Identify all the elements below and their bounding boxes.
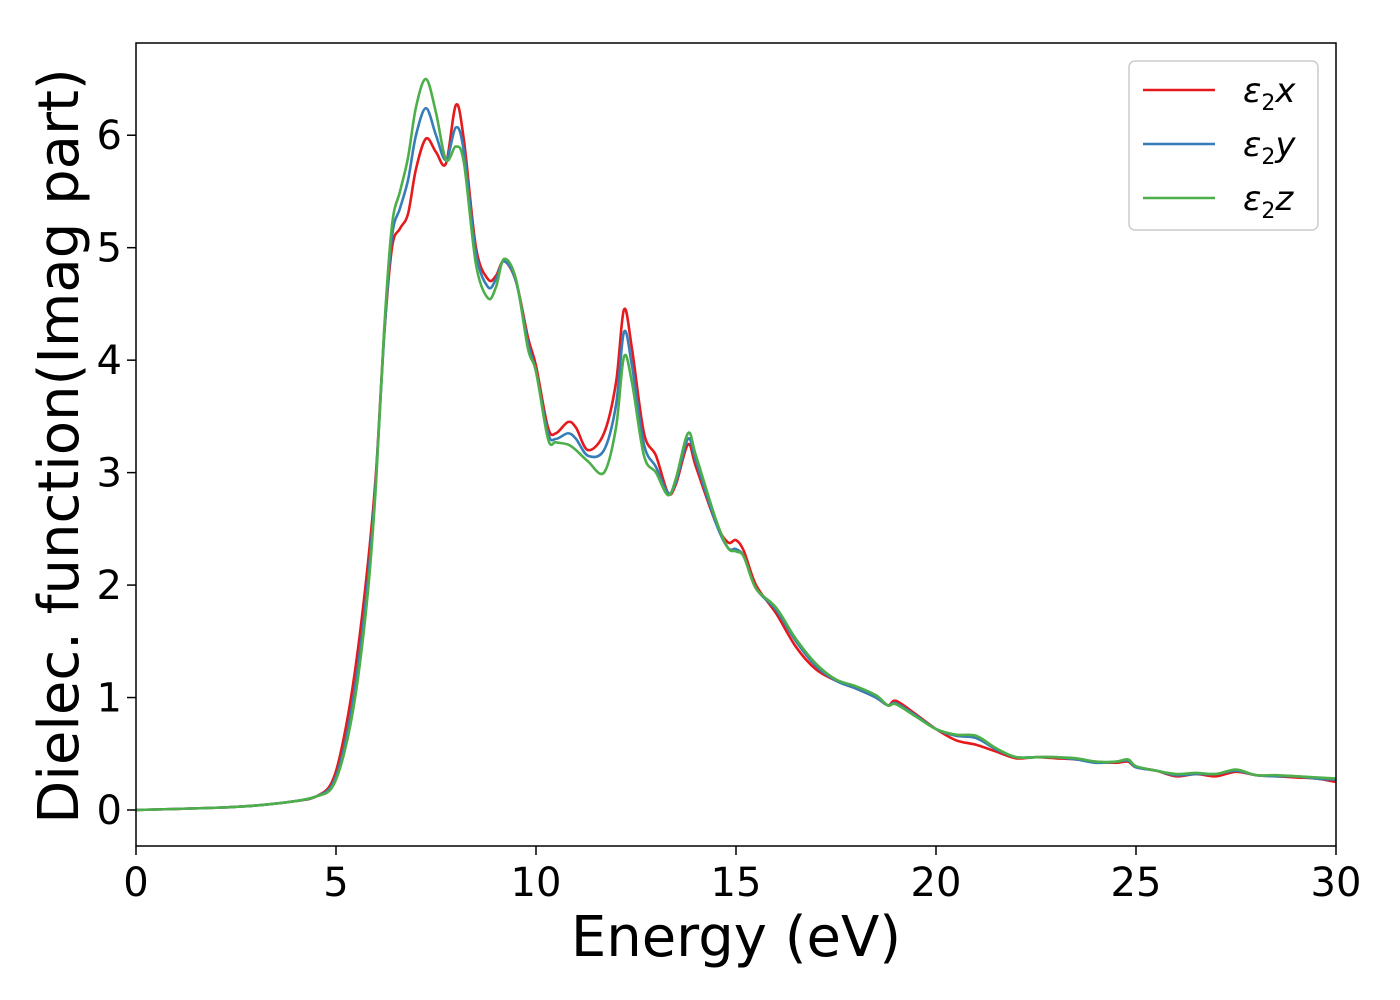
x-tick-label: 15 xyxy=(711,860,762,906)
y-tick-label: 5 xyxy=(97,226,122,272)
y-tick-label: 4 xyxy=(97,338,122,384)
legend-label-x: ε2x xyxy=(1243,71,1296,116)
series-line-z xyxy=(136,77,1336,812)
x-tick-label: 25 xyxy=(1111,860,1162,906)
legend-box xyxy=(1128,60,1319,231)
y-tick-label: 2 xyxy=(97,563,122,609)
y-tick-label: 6 xyxy=(97,113,122,159)
legend: ε2x ε2y ε2z xyxy=(1128,60,1319,231)
series-lines xyxy=(136,77,1336,812)
legend-label-y: ε2y xyxy=(1243,125,1296,170)
x-tick-label: 30 xyxy=(1311,860,1362,906)
x-tick-label: 0 xyxy=(123,860,148,906)
x-axis-ticks: 0 5 10 15 20 25 30 xyxy=(123,846,1361,906)
y-tick-label: 0 xyxy=(97,788,122,834)
y-axis-label: Dielec. function(Imag part) xyxy=(27,68,92,824)
x-tick-label: 20 xyxy=(911,860,962,906)
x-tick-label: 5 xyxy=(323,860,348,906)
y-tick-label: 3 xyxy=(97,451,122,497)
legend-label-z: ε2z xyxy=(1243,179,1294,224)
x-tick-label: 10 xyxy=(511,860,562,906)
y-tick-label: 1 xyxy=(97,676,122,722)
y-axis-ticks: 0 1 2 3 4 5 6 xyxy=(97,113,136,834)
x-axis-label: Energy (eV) xyxy=(571,905,901,970)
